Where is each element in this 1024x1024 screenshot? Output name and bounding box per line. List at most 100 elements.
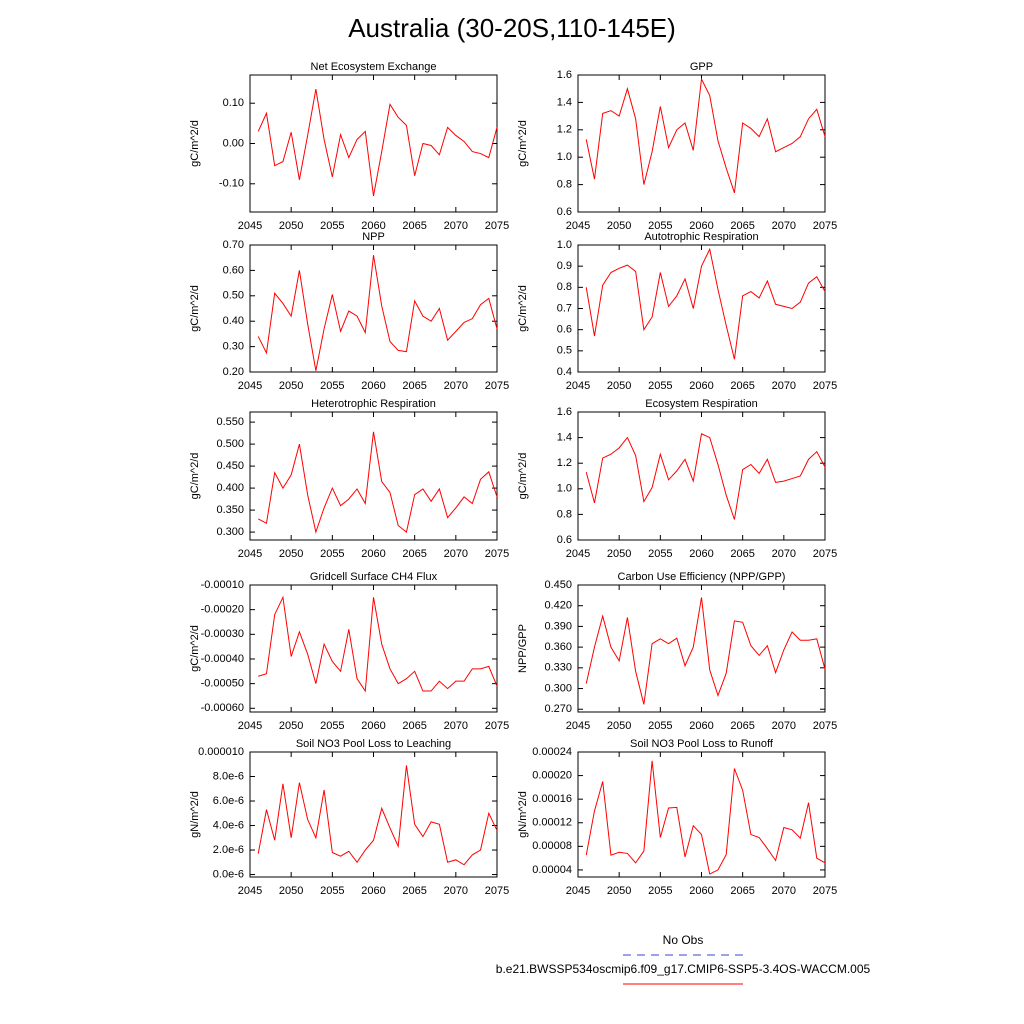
y-tick-label: 0.10: [223, 97, 244, 109]
x-tick-label: 2055: [648, 548, 672, 560]
data-line: [585, 760, 826, 875]
y-tick-label: 0.360: [544, 641, 572, 653]
plot-frame: [249, 244, 498, 373]
y-tick-label: -0.00050: [201, 678, 244, 690]
data-line: [585, 433, 826, 520]
y-tick-label: 0.000010: [198, 746, 244, 758]
x-tick-label: 2045: [238, 885, 262, 897]
plot-frame: [249, 411, 498, 541]
x-tick-label: 2045: [238, 380, 262, 392]
x-tick-label: 2045: [238, 220, 262, 232]
x-tick-label: 2050: [607, 885, 631, 897]
y-tick-label: 0.6: [557, 534, 572, 546]
plot-frame: [577, 411, 826, 541]
y-tick-label: 0.330: [544, 662, 572, 674]
y-tick-label: 0.00008: [532, 840, 572, 852]
panel-title: Gridcell Surface CH4 Flux: [310, 571, 438, 583]
x-tick-label: 2060: [361, 548, 385, 560]
y-tick-label: 0.6: [557, 324, 572, 336]
y-tick-label: 0.350: [216, 504, 244, 516]
y-tick-label: 0.400: [216, 482, 244, 494]
y-tick-label: 1.0: [557, 151, 572, 163]
y-tick-label: 8.0e-6: [213, 770, 244, 782]
panel-title: Ecosystem Respiration: [645, 398, 758, 410]
y-tick-label: 0.00020: [532, 769, 572, 781]
x-tick-label: 2065: [730, 220, 754, 232]
y-tick-label: 0.9: [557, 260, 572, 272]
x-tick-label: 2060: [689, 548, 713, 560]
x-tick-label: 2060: [361, 380, 385, 392]
x-tick-label: 2070: [444, 380, 468, 392]
plot-frame: [577, 584, 826, 713]
x-tick-label: 2070: [772, 220, 796, 232]
y-tick-label: 0.8: [557, 281, 572, 293]
x-tick-label: 2050: [607, 220, 631, 232]
y-tick-label: 0.550: [216, 416, 244, 428]
y-tick-label: -0.00020: [201, 604, 244, 616]
legend-label: b.e21.BWSSP534oscmip6.f09_g17.CMIP6-SSP5…: [496, 962, 871, 976]
y-tick-label: 1.0: [557, 239, 572, 251]
x-tick-label: 2065: [402, 885, 426, 897]
y-tick-label: 0.500: [216, 438, 244, 450]
y-axis-label: gC/m^2/d: [189, 625, 201, 672]
panel-title: Autotrophic Respiration: [644, 231, 758, 243]
data-line: [257, 89, 498, 196]
plot-frame: [577, 244, 826, 373]
panel-title: Net Ecosystem Exchange: [311, 61, 437, 73]
x-tick-label: 2050: [607, 720, 631, 732]
x-tick-label: 2065: [402, 548, 426, 560]
y-tick-label: 0.00024: [532, 746, 572, 758]
x-tick-label: 2055: [320, 720, 344, 732]
y-tick-label: 6.0e-6: [213, 795, 244, 807]
data-line: [258, 595, 498, 693]
data-line: [585, 597, 826, 705]
y-tick-label: 0.60: [223, 264, 244, 276]
y-axis-label: gC/m^2/d: [517, 453, 529, 500]
x-tick-label: 2065: [730, 548, 754, 560]
plot-frame: [249, 751, 498, 878]
x-tick-label: 2055: [648, 720, 672, 732]
plot-frame: [249, 74, 498, 213]
x-tick-label: 2065: [730, 380, 754, 392]
x-tick-label: 2065: [402, 380, 426, 392]
y-axis-label: NPP/GPP: [517, 624, 529, 673]
y-tick-label: 1.0: [557, 483, 572, 495]
x-tick-label: 2070: [772, 548, 796, 560]
y-axis-label: gC/m^2/d: [189, 285, 201, 332]
y-tick-label: 0.20: [223, 366, 244, 378]
y-tick-label: 0.300: [216, 526, 244, 538]
y-tick-label: 0.450: [216, 460, 244, 472]
panel-title: Carbon Use Efficiency (NPP/GPP): [618, 571, 786, 583]
panel-title: Soil NO3 Pool Loss to Leaching: [296, 738, 451, 750]
data-line: [257, 255, 498, 371]
x-tick-label: 2050: [607, 380, 631, 392]
legend-label: No Obs: [663, 933, 704, 947]
x-tick-label: 2070: [444, 220, 468, 232]
data-line: [257, 431, 498, 534]
panel-title: GPP: [690, 61, 713, 73]
x-tick-label: 2045: [238, 720, 262, 732]
x-tick-label: 2050: [279, 548, 303, 560]
y-tick-label: 0.450: [544, 579, 572, 591]
y-tick-label: 0.30: [223, 341, 244, 353]
y-tick-label: 0.00016: [532, 793, 572, 805]
y-tick-label: 0.0e-6: [213, 868, 244, 880]
x-tick-label: 2065: [402, 720, 426, 732]
y-tick-label: 1.6: [557, 69, 572, 81]
y-tick-label: -0.00060: [201, 702, 244, 714]
y-tick-label: 1.4: [557, 96, 572, 108]
x-tick-label: 2055: [648, 380, 672, 392]
y-tick-label: 0.300: [544, 682, 572, 694]
y-axis-label: gC/m^2/d: [517, 120, 529, 167]
y-tick-label: 0.70: [223, 239, 244, 251]
panel-title: Soil NO3 Pool Loss to Runoff: [630, 738, 774, 750]
x-tick-label: 2070: [772, 720, 796, 732]
x-tick-label: 2060: [689, 720, 713, 732]
x-tick-label: 2055: [648, 220, 672, 232]
y-axis-label: gN/m^2/d: [517, 791, 529, 838]
data-line: [257, 765, 498, 866]
x-tick-label: 2050: [607, 548, 631, 560]
y-tick-label: 0.00004: [532, 864, 572, 876]
x-tick-label: 2055: [320, 548, 344, 560]
y-tick-label: 0.7: [557, 302, 572, 314]
